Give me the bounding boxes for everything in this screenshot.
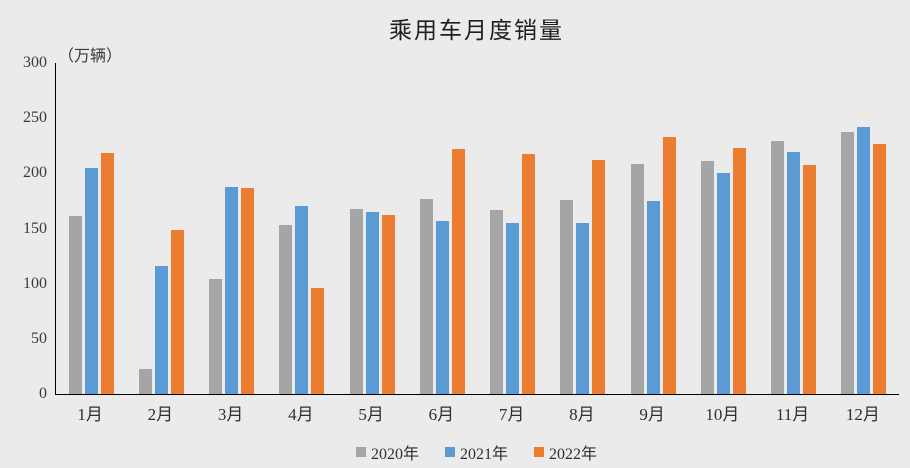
bar [716, 172, 730, 394]
bar [138, 369, 152, 394]
bar [803, 165, 817, 394]
month-group [759, 63, 829, 394]
y-axis-tick-label: 150 [23, 219, 47, 237]
legend-swatch-icon [534, 447, 544, 457]
bar [419, 199, 433, 394]
bar [451, 148, 465, 394]
bar [381, 214, 395, 394]
bar [630, 163, 644, 394]
plot-area [55, 63, 899, 395]
bar [592, 159, 606, 394]
legend-item: 2021年 [444, 440, 508, 464]
bar [700, 161, 714, 394]
bar [241, 188, 255, 394]
x-axis-label: 3月 [217, 405, 244, 424]
bar [68, 215, 82, 394]
bar [84, 168, 98, 394]
month-group [337, 63, 407, 394]
month-group [126, 63, 196, 394]
bar [154, 266, 168, 394]
month-group [407, 63, 477, 394]
legend-swatch-icon [355, 447, 366, 457]
month-group [267, 63, 337, 394]
x-axis-label: 1月 [77, 405, 103, 424]
bar [225, 187, 239, 394]
bar [857, 126, 871, 394]
x-axis-label: 12月 [845, 405, 880, 424]
bar [349, 209, 363, 394]
bar [279, 224, 293, 394]
bar [490, 210, 504, 394]
bar [732, 147, 746, 394]
month-group [618, 63, 688, 394]
y-axis-tick-label: 300 [23, 54, 47, 71]
bar [560, 200, 574, 394]
legend-swatch-icon [444, 447, 455, 457]
legend-item: 2022年 [534, 440, 597, 464]
legend-item: 2020年 [355, 440, 419, 464]
y-axis-tick-label: 200 [23, 164, 47, 182]
bar [576, 222, 590, 394]
bar [787, 152, 801, 394]
x-axis-label: 7月 [498, 405, 525, 424]
month-group [548, 63, 618, 394]
bar [435, 220, 449, 394]
x-axis-label: 5月 [358, 405, 384, 424]
y-axis-unit-label: （万辆） [58, 48, 123, 65]
bar [506, 222, 520, 394]
legend-label: 2022年 [549, 446, 598, 463]
bar [646, 200, 660, 394]
legend-label: 2021年 [459, 446, 508, 463]
y-axis-tick-label: 100 [23, 274, 47, 292]
y-axis-tick-label: 0 [39, 385, 47, 402]
bar [209, 278, 223, 394]
month-group [478, 63, 548, 394]
chart-title: 乘用车月度销量 [389, 18, 564, 43]
x-axis-label: 8月 [569, 405, 595, 424]
month-group [197, 63, 267, 394]
bar [170, 229, 184, 394]
bar [311, 287, 325, 394]
bar [662, 136, 676, 394]
month-group [56, 63, 126, 394]
month-group [688, 63, 758, 394]
x-axis: 1月 2月 3月 4月 5月 6月 7月 8月 9月 10月 11月 12月 [55, 400, 898, 425]
legend-label: 2020年 [370, 446, 419, 463]
bar [100, 152, 114, 394]
bar [771, 140, 785, 394]
x-axis-label: 11月 [775, 405, 810, 424]
x-axis-label: 10月 [705, 405, 740, 424]
x-axis-label: 9月 [639, 405, 665, 424]
x-axis-label: 2月 [147, 405, 174, 424]
bar [873, 144, 887, 394]
x-axis-label: 4月 [288, 405, 314, 424]
x-axis-label: 6月 [428, 405, 455, 424]
y-axis-tick-label: 50 [31, 329, 47, 347]
bar [365, 212, 379, 394]
month-group [829, 63, 899, 394]
bar [295, 206, 309, 394]
legend: 2020年 2021年 2022年 [55, 440, 898, 464]
bar [522, 154, 536, 394]
bar [841, 131, 855, 394]
y-axis-tick-label: 250 [23, 109, 47, 127]
